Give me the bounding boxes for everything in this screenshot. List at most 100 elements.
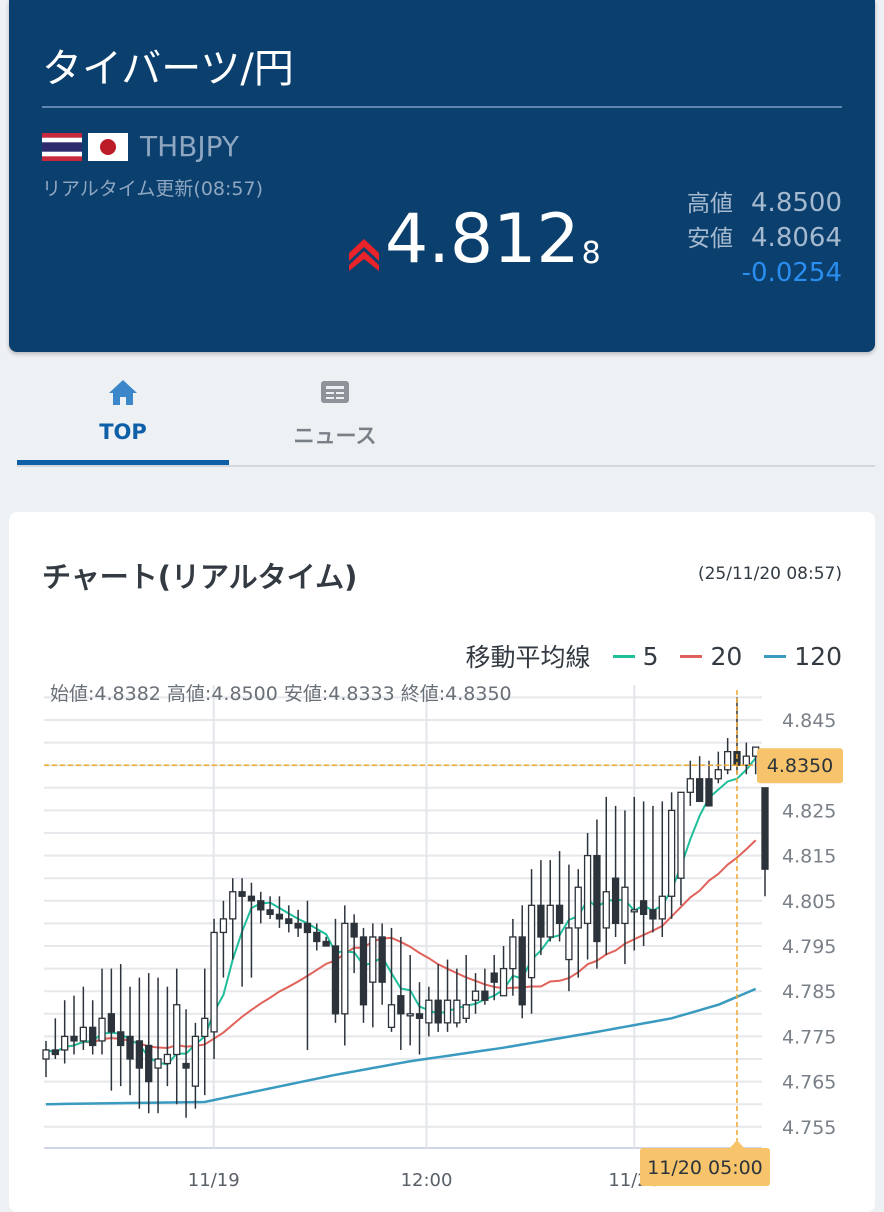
- time-badge: [640, 1148, 770, 1186]
- candle-body: [593, 854, 601, 943]
- candle: [98, 968, 106, 1055]
- symbol-code: THBJPY: [140, 130, 239, 163]
- candle: [182, 1009, 190, 1118]
- candle: [481, 968, 489, 1005]
- candle: [266, 896, 274, 919]
- chart-timestamp: (25/11/20 08:57): [697, 564, 842, 584]
- y-tick-label: 4.775: [782, 1026, 836, 1048]
- candle-body: [630, 909, 638, 913]
- candle-body: [583, 854, 592, 925]
- candle-body: [658, 895, 666, 920]
- double-chevron-up-icon: [349, 239, 379, 271]
- candle: [79, 986, 88, 1050]
- candle-body: [145, 1044, 153, 1083]
- candle: [201, 968, 209, 1096]
- candle-body: [649, 909, 657, 920]
- candle-body: [499, 967, 508, 997]
- candle: [173, 968, 181, 1105]
- candle-body: [341, 922, 349, 1015]
- candle: [527, 869, 536, 1014]
- time-badge-pointer: [728, 1140, 745, 1149]
- candle: [191, 1022, 200, 1109]
- candle: [499, 946, 508, 997]
- candle-body: [331, 945, 340, 1015]
- candle: [154, 977, 162, 1114]
- candle-body: [677, 791, 685, 879]
- price-badge: [757, 748, 843, 784]
- candle-body: [135, 1040, 144, 1069]
- candle-body: [695, 778, 704, 803]
- candle: [677, 791, 685, 906]
- y-tick-label: 4.825: [782, 800, 836, 822]
- candle: [257, 891, 265, 924]
- price-last-digit: 8: [581, 236, 601, 271]
- ma-legend: 移動平均線 5 20 120: [466, 638, 842, 674]
- candle-body: [509, 936, 517, 970]
- candle: [219, 900, 228, 978]
- candle-body: [303, 922, 312, 934]
- candle-body: [761, 787, 769, 870]
- candle: [247, 882, 256, 978]
- candle: [518, 905, 526, 1019]
- y-tick-label: 4.795: [782, 936, 836, 958]
- candle: [611, 805, 620, 937]
- divider: [42, 106, 842, 108]
- candle-body: [51, 1049, 59, 1056]
- update-time: リアルタイム更新(08:57): [42, 178, 264, 200]
- candle: [415, 982, 424, 1055]
- tab-label: ニュース: [293, 424, 377, 448]
- candle-body: [443, 999, 452, 1024]
- candle-body: [117, 1031, 125, 1047]
- y-tick-label: 4.785: [782, 981, 836, 1003]
- candle-body: [79, 1026, 88, 1042]
- candle: [145, 973, 153, 1114]
- candle-body: [219, 918, 228, 934]
- candle-body: [639, 900, 648, 916]
- candle: [453, 968, 461, 1028]
- candle: [378, 923, 386, 1005]
- time-badge-text: 11/20 05:00: [647, 1157, 763, 1179]
- candle-body: [89, 1026, 97, 1047]
- candle: [238, 878, 246, 987]
- candle: [742, 742, 750, 775]
- candle-body: [705, 778, 713, 807]
- tab-top[interactable]: TOP: [17, 365, 229, 465]
- candle-body: [714, 769, 722, 780]
- candle-body: [537, 904, 545, 938]
- y-tick-label: 4.805: [782, 891, 836, 913]
- candle: [602, 796, 610, 956]
- candle-body: [397, 995, 405, 1015]
- price-badge-text: 4.8350: [767, 755, 833, 777]
- candle-body: [518, 936, 526, 1006]
- candle-body: [173, 1004, 181, 1056]
- low-value: 4.8064: [751, 223, 842, 253]
- candle-body: [686, 778, 694, 793]
- candle-body: [107, 1013, 116, 1033]
- current-price: 4.812 8: [347, 205, 601, 275]
- candle: [275, 896, 284, 928]
- candle: [667, 792, 676, 919]
- tab-news[interactable]: ニュース: [229, 365, 441, 465]
- candle: [406, 955, 414, 1046]
- candle: [546, 860, 554, 942]
- candle: [583, 833, 592, 960]
- candle: [341, 905, 349, 1046]
- thailand-flag-icon: [42, 132, 82, 161]
- pair-title: タイバーツ/円: [42, 46, 294, 92]
- candle-body: [555, 904, 564, 925]
- candle: [723, 738, 732, 775]
- candle: [313, 923, 321, 951]
- candle: [70, 995, 78, 1055]
- candle: [761, 787, 769, 897]
- candle-body: [565, 927, 573, 961]
- candle: [229, 878, 237, 960]
- candle-body: [434, 999, 442, 1024]
- high-low-panel: 高値 4.8500 安値 4.8064 -0.0254: [687, 186, 842, 290]
- candle-body: [266, 909, 274, 916]
- candle: [163, 986, 172, 1087]
- candle: [686, 760, 694, 806]
- candle-body: [294, 922, 302, 929]
- candle: [658, 801, 666, 937]
- candle-body: [359, 936, 368, 1006]
